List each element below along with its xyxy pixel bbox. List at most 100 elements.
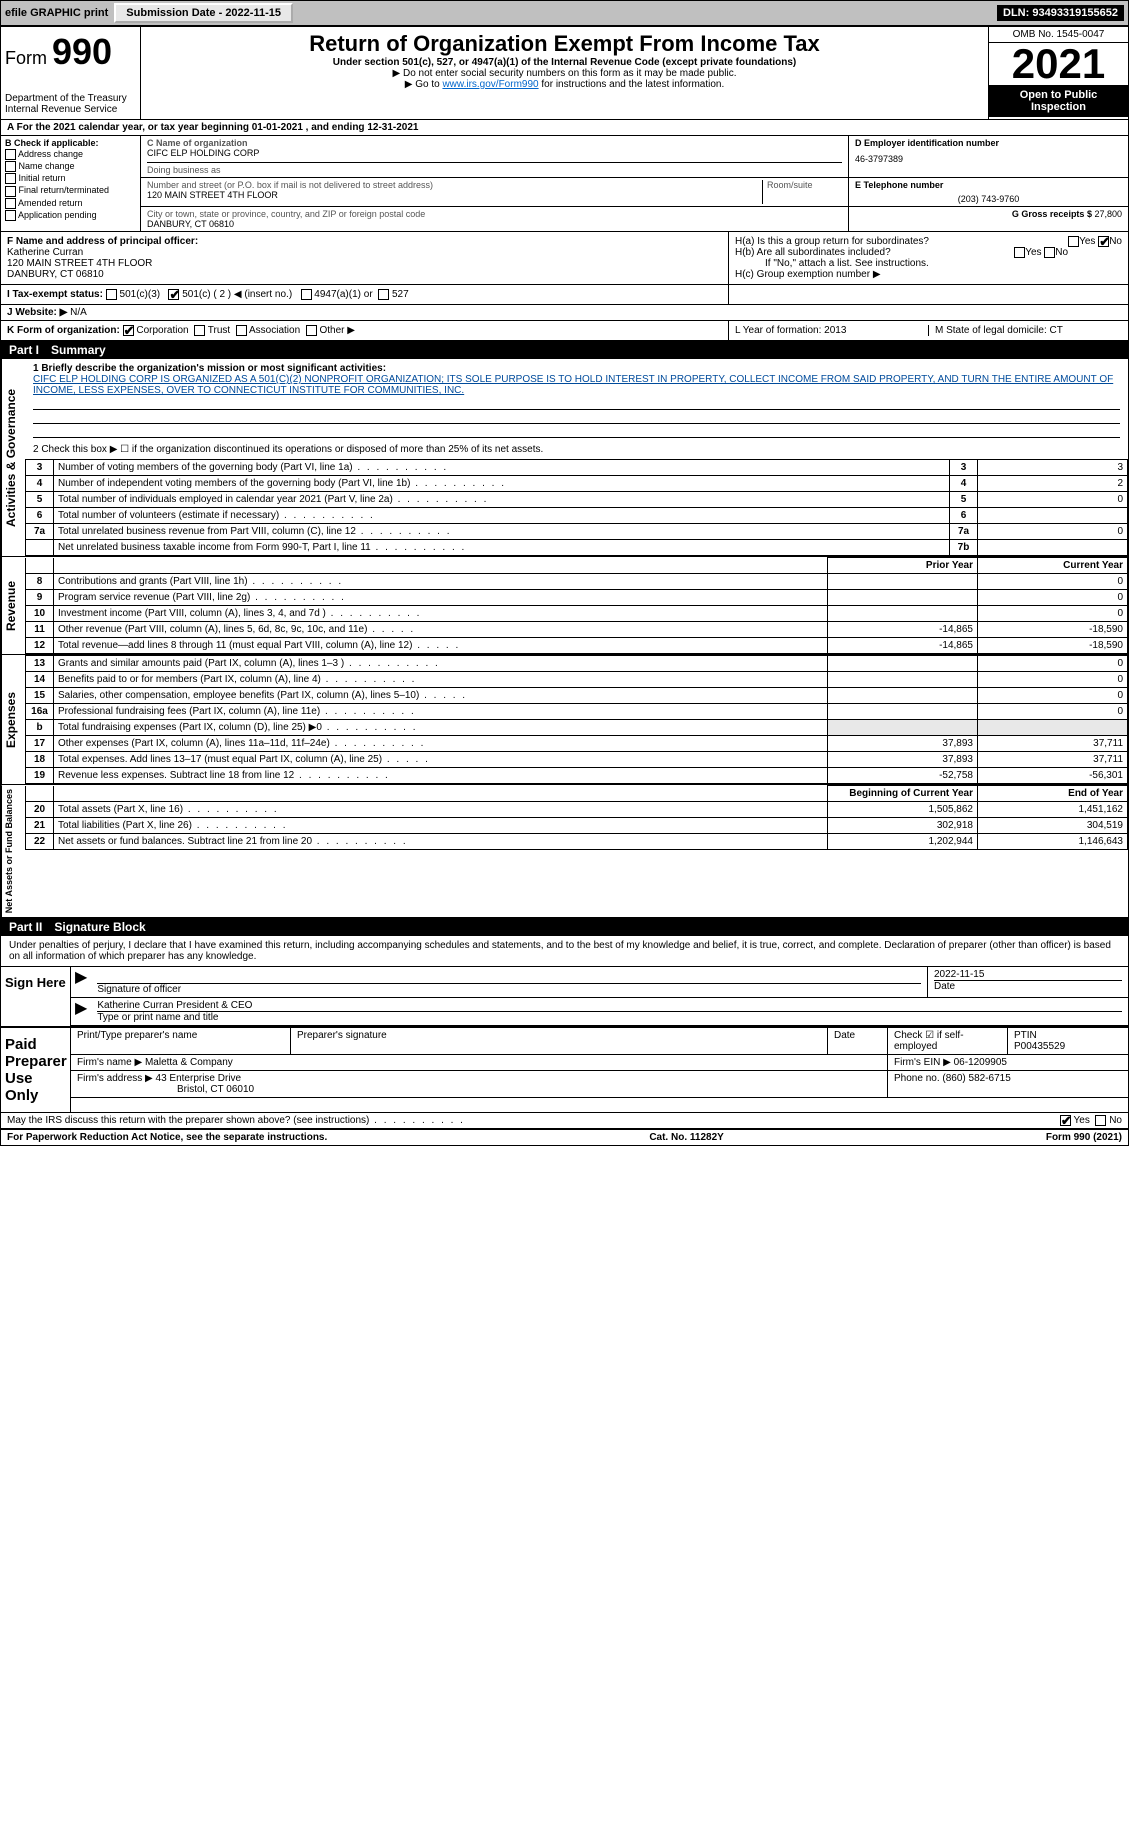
info-fh-row: F Name and address of principal officer:… — [1, 232, 1128, 285]
chk-final-return[interactable]: Final return/terminated — [5, 185, 136, 196]
footer-form: Form 990 (2021) — [1046, 1132, 1122, 1143]
form-subtitle: Under section 501(c), 527, or 4947(a)(1)… — [145, 57, 984, 68]
street-value: 120 MAIN STREET 4TH FLOOR — [147, 190, 762, 200]
prep-sig-label: Preparer's signature — [297, 1030, 821, 1041]
sig-officer-label: Signature of officer — [97, 983, 921, 995]
table-row: 5Total number of individuals employed in… — [26, 492, 1128, 508]
klm-row: K Form of organization: Corporation Trus… — [1, 321, 1128, 341]
prep-sig-cell: Preparer's signature — [291, 1028, 828, 1054]
hb-row: H(b) Are all subordinates included? Yes … — [735, 247, 1122, 258]
chk-name-change[interactable]: Name change — [5, 161, 136, 172]
chk-address-change[interactable]: Address change — [5, 149, 136, 160]
j-label: J Website: ▶ — [7, 307, 67, 318]
rev-head: Prior Year Current Year — [26, 558, 1128, 574]
phone-value: (203) 743-9760 — [855, 194, 1122, 204]
firm-addr-label: Firm's address ▶ — [77, 1073, 153, 1084]
tax-status: I Tax-exempt status: 501(c)(3) 501(c) ( … — [1, 285, 728, 304]
sig-date-value: 2022-11-15 — [934, 969, 1122, 980]
dept-treasury: Department of the Treasury — [5, 93, 136, 104]
chk-app-pending[interactable]: Application pending — [5, 210, 136, 221]
firm-phone-cell: Phone no. (860) 582-6715 — [888, 1071, 1128, 1097]
header-mid: Return of Organization Exempt From Incom… — [141, 27, 988, 119]
dba-label: Doing business as — [147, 165, 221, 175]
l-year: L Year of formation: 2013 — [735, 325, 929, 336]
self-emp-label: Check ☑ if self-employed — [894, 1030, 1001, 1052]
table-row: 21Total liabilities (Part X, line 26)302… — [26, 818, 1128, 834]
officer-addr1: 120 MAIN STREET 4TH FLOOR — [7, 258, 722, 269]
table-row: 9Program service revenue (Part VIII, lin… — [26, 590, 1128, 606]
footer-row: For Paperwork Reduction Act Notice, see … — [1, 1129, 1128, 1145]
mission-link[interactable]: CIFC ELP HOLDING CORP IS ORGANIZED AS A … — [33, 374, 1113, 396]
side-ag: Activities & Governance — [1, 359, 25, 556]
part2-title: Signature Block — [54, 920, 145, 934]
col-beg: Beginning of Current Year — [828, 786, 978, 802]
table-row: bTotal fundraising expenses (Part IX, co… — [26, 720, 1128, 736]
note-link: ▶ Go to www.irs.gov/Form990 for instruct… — [145, 79, 984, 90]
street-block: Number and street (or P.O. box if mail i… — [141, 178, 848, 206]
table-row: 4Number of independent voting members of… — [26, 476, 1128, 492]
hb-text: H(b) Are all subordinates included? — [735, 247, 891, 258]
table-row: 3Number of voting members of the governi… — [26, 460, 1128, 476]
summary-rev: Revenue Prior Year Current Year 8Contrib… — [1, 557, 1128, 655]
officer-block: F Name and address of principal officer:… — [1, 232, 728, 284]
chk-amended[interactable]: Amended return — [5, 198, 136, 209]
efile-label: efile GRAPHIC print — [5, 7, 108, 19]
b-label: B Check if applicable: — [5, 138, 136, 148]
part1-label: Part I — [9, 343, 39, 357]
paid-prep-label: Paid Preparer Use Only — [1, 1028, 71, 1112]
sig-name-label: Type or print name and title — [97, 1011, 1122, 1023]
m-state: M State of legal domicile: CT — [929, 325, 1122, 336]
open-public: Open to Public Inspection — [989, 85, 1128, 117]
chk-initial-return[interactable]: Initial return — [5, 173, 136, 184]
sig-date-label: Date — [934, 980, 1122, 992]
exp-table: 13Grants and similar amounts paid (Part … — [25, 655, 1128, 784]
firm-ein-label: Firm's EIN ▶ — [894, 1057, 951, 1068]
org-name: CIFC ELP HOLDING CORP — [147, 148, 842, 158]
firm-ein-value: 06-1209905 — [954, 1057, 1007, 1068]
col-b-checkboxes: B Check if applicable: Address change Na… — [1, 136, 141, 231]
summary-ag: Activities & Governance 1 Briefly descri… — [1, 359, 1128, 557]
part2-label: Part II — [9, 920, 42, 934]
table-row: 16aProfessional fundraising fees (Part I… — [26, 704, 1128, 720]
gross-label: G Gross receipts $ — [1012, 209, 1092, 219]
self-emp-cell: Check ☑ if self-employed — [888, 1028, 1008, 1054]
mission-label: 1 Briefly describe the organization's mi… — [33, 363, 1120, 374]
submission-date-button[interactable]: Submission Date - 2022-11-15 — [114, 3, 293, 23]
table-row: 22Net assets or fund balances. Subtract … — [26, 834, 1128, 850]
table-row: 13Grants and similar amounts paid (Part … — [26, 656, 1128, 672]
table-row: 19Revenue less expenses. Subtract line 1… — [26, 768, 1128, 784]
firm-ein-cell: Firm's EIN ▶ 06-1209905 — [888, 1055, 1128, 1070]
form-990-wrap: Form 990 Department of the Treasury Inte… — [0, 26, 1129, 1146]
side-exp: Expenses — [1, 655, 25, 784]
table-row: 15Salaries, other compensation, employee… — [26, 688, 1128, 704]
mission-block: 1 Briefly describe the organization's mi… — [25, 359, 1128, 459]
ein-label: D Employer identification number — [855, 138, 1122, 148]
prep-date-cell: Date — [828, 1028, 888, 1054]
sign-here-block: Sign Here ▶ Signature of officer 2022-11… — [1, 967, 1128, 1028]
f-label: F Name and address of principal officer: — [7, 236, 722, 247]
paid-prep-block: Paid Preparer Use Only Print/Type prepar… — [1, 1028, 1128, 1113]
website-row: J Website: ▶ N/A — [1, 305, 1128, 321]
arrow-icon: ▶ — [71, 998, 91, 1025]
table-row: 12Total revenue—add lines 8 through 11 (… — [26, 638, 1128, 654]
tax-status-row: I Tax-exempt status: 501(c)(3) 501(c) ( … — [1, 285, 1128, 305]
col-e-phone: E Telephone number (203) 743-9760 — [848, 178, 1128, 206]
side-net: Net Assets or Fund Balances — [1, 785, 25, 917]
form-word: Form — [5, 48, 47, 68]
top-bar: efile GRAPHIC print Submission Date - 20… — [0, 0, 1129, 26]
note-ssn: ▶ Do not enter social security numbers o… — [145, 68, 984, 79]
table-row: Net unrelated business taxable income fr… — [26, 540, 1128, 556]
mission-text: CIFC ELP HOLDING CORP IS ORGANIZED AS A … — [33, 374, 1120, 396]
city-block: City or town, state or province, country… — [141, 207, 848, 231]
part1-header: Part I Summary — [1, 341, 1128, 359]
lm-block: L Year of formation: 2013 M State of leg… — [728, 321, 1128, 340]
prep-name-label: Print/Type preparer's name — [77, 1030, 284, 1041]
website-value: N/A — [70, 307, 87, 318]
city-value: DANBURY, CT 06810 — [147, 219, 842, 229]
ptin-label: PTIN — [1014, 1030, 1122, 1041]
phone-label: E Telephone number — [855, 180, 1122, 190]
ag-table: 3Number of voting members of the governi… — [25, 459, 1128, 556]
irs-link[interactable]: www.irs.gov/Form990 — [442, 79, 538, 90]
table-row: 17Other expenses (Part IX, column (A), l… — [26, 736, 1128, 752]
net-table: Beginning of Current Year End of Year 20… — [25, 785, 1128, 850]
